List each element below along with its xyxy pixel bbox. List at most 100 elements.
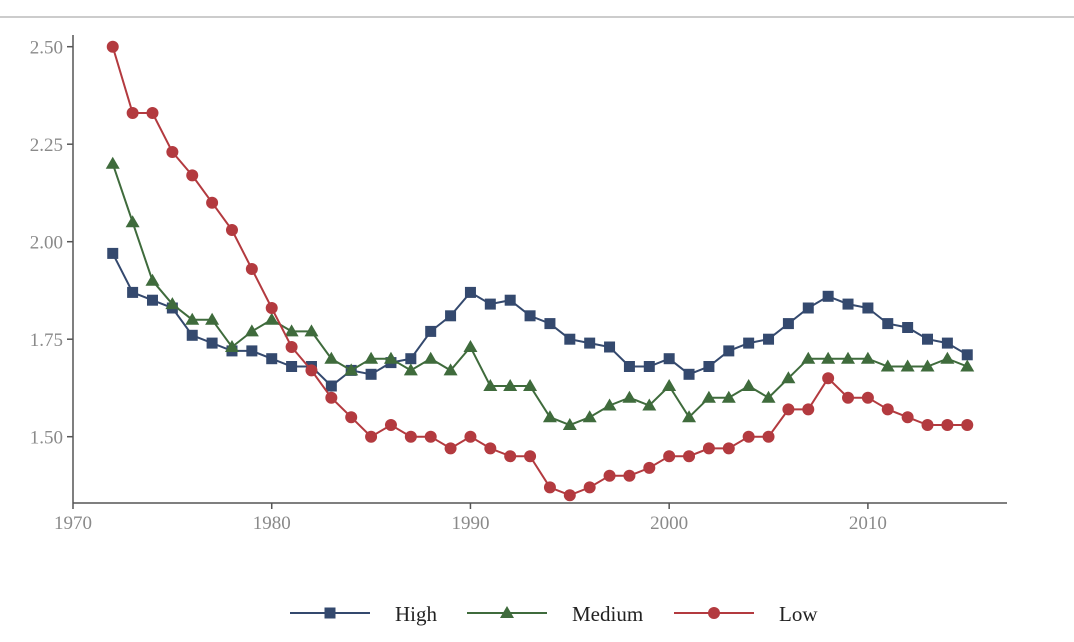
data-point-medium: [443, 363, 458, 376]
data-point-low: [881, 403, 894, 416]
data-point-low: [365, 430, 378, 443]
data-point-medium: [622, 390, 637, 403]
data-point-low: [822, 372, 835, 385]
legend-item-medium: Medium: [467, 602, 643, 626]
data-point-medium: [582, 410, 597, 423]
data-point-high: [703, 361, 715, 372]
data-point-low: [305, 364, 318, 377]
legend-swatch-marker: [324, 607, 336, 619]
data-point-low: [683, 450, 696, 463]
data-point-medium: [205, 312, 220, 325]
data-point-low: [166, 146, 179, 158]
data-point-high: [882, 318, 894, 330]
data-point-low: [464, 430, 477, 443]
data-point-medium: [602, 398, 617, 411]
data-point-high: [425, 325, 437, 337]
data-point-high: [941, 337, 953, 349]
y-tick-label: 2.25: [30, 135, 63, 156]
data-point-low: [106, 40, 119, 53]
data-point-low: [265, 302, 278, 314]
x-tick-label: 2010: [849, 513, 887, 534]
data-point-medium: [304, 324, 319, 337]
data-point-high: [445, 310, 457, 322]
data-point-high: [504, 294, 516, 306]
data-point-medium: [801, 351, 816, 364]
series-high: [107, 247, 973, 392]
data-point-high: [902, 322, 914, 333]
data-point-medium: [542, 410, 557, 423]
legend-label-low: Low: [779, 602, 818, 626]
data-point-medium: [503, 379, 518, 391]
series-low: [106, 40, 974, 502]
data-point-low: [702, 442, 715, 455]
data-point-high: [186, 329, 198, 341]
data-point-low: [325, 391, 338, 404]
y-tick-label: 1.50: [30, 428, 63, 449]
data-point-medium: [523, 379, 538, 391]
legend-item-high: High: [290, 602, 438, 626]
data-point-high: [266, 353, 278, 365]
data-point-low: [961, 419, 974, 431]
data-point-high: [127, 286, 139, 298]
data-point-high: [763, 333, 775, 345]
data-point-low: [424, 430, 437, 443]
data-point-low: [563, 489, 576, 502]
data-point-low: [623, 469, 636, 482]
data-point-low: [404, 430, 417, 443]
data-point-high: [743, 337, 755, 349]
data-point-low: [444, 442, 457, 455]
data-point-low: [663, 450, 676, 463]
data-point-medium: [741, 379, 756, 391]
data-point-low: [603, 469, 616, 482]
data-point-medium: [841, 351, 856, 364]
data-point-high: [961, 349, 973, 361]
data-point-medium: [284, 324, 299, 337]
data-point-high: [723, 345, 735, 357]
data-point-low: [643, 461, 656, 474]
data-point-low: [345, 411, 358, 424]
data-point-medium: [224, 340, 239, 352]
y-tick-label: 1.75: [30, 330, 63, 351]
data-point-high: [146, 294, 158, 306]
legend-swatch-marker: [708, 607, 720, 619]
data-point-medium: [880, 359, 895, 372]
data-point-low: [225, 224, 238, 236]
data-point-medium: [821, 351, 836, 364]
data-point-medium: [721, 390, 736, 403]
data-point-high: [802, 302, 814, 314]
data-point-medium: [145, 273, 160, 286]
data-point-low: [901, 411, 914, 424]
data-point-high: [286, 361, 298, 372]
data-point-medium: [165, 297, 180, 310]
series-line-medium: [111, 163, 968, 427]
data-point-medium: [463, 340, 478, 352]
data-point-low: [524, 450, 537, 463]
data-point-medium: [403, 363, 418, 376]
legend-swatch-marker: [500, 606, 514, 618]
series-line-high: [111, 252, 968, 388]
data-point-high: [584, 337, 596, 349]
data-point-medium: [125, 215, 140, 228]
data-point-medium: [383, 351, 398, 364]
data-point-medium: [562, 418, 577, 430]
data-point-low: [543, 481, 556, 494]
data-point-low: [245, 263, 258, 275]
data-point-low: [762, 430, 775, 443]
x-tick-label: 2000: [650, 513, 688, 534]
data-point-high: [683, 368, 695, 380]
data-point-high: [246, 345, 258, 357]
data-point-high: [564, 333, 576, 345]
data-point-low: [186, 169, 199, 182]
data-point-medium: [264, 312, 279, 325]
data-point-low: [842, 391, 855, 404]
data-point-low: [484, 442, 497, 455]
data-point-medium: [423, 351, 438, 364]
data-point-medium: [244, 324, 259, 337]
data-point-high: [623, 361, 635, 372]
series-line-low: [111, 46, 968, 497]
data-point-medium: [662, 379, 677, 391]
data-point-medium: [682, 410, 697, 423]
data-point-low: [126, 107, 139, 119]
x-tick-label: 1990: [451, 513, 489, 534]
x-tick-label: 1980: [253, 513, 291, 534]
